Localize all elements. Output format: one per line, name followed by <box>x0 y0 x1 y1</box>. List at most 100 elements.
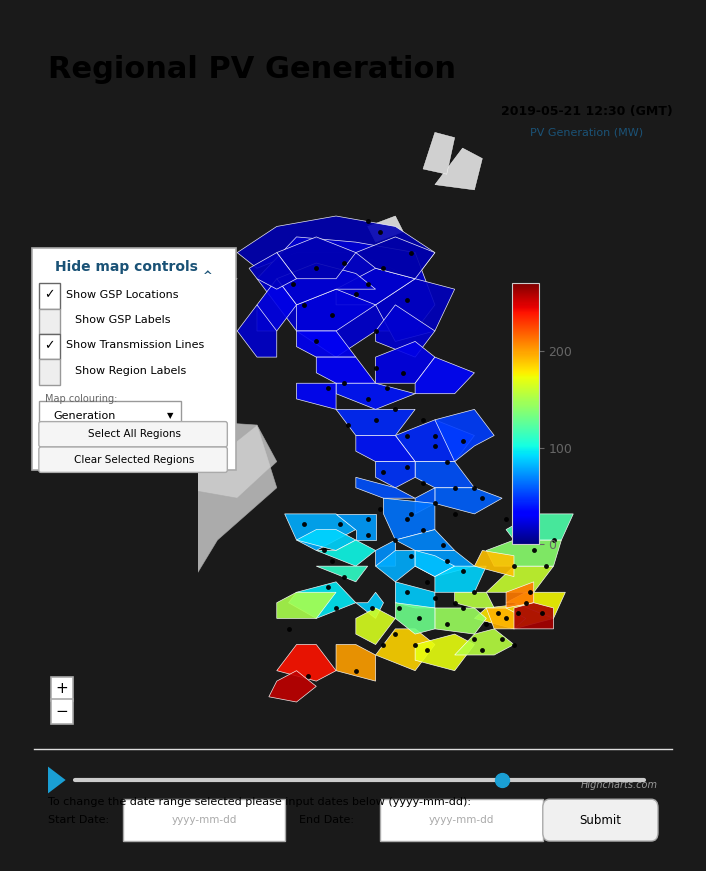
FancyBboxPatch shape <box>39 334 60 360</box>
Polygon shape <box>415 488 435 514</box>
Polygon shape <box>48 766 66 793</box>
Text: To change the date range selected please input dates below (yyyy-mm-dd):: To change the date range selected please… <box>48 797 471 807</box>
Polygon shape <box>316 540 376 566</box>
FancyBboxPatch shape <box>39 447 227 472</box>
Polygon shape <box>249 253 297 289</box>
Polygon shape <box>285 514 356 550</box>
Polygon shape <box>237 305 277 357</box>
Polygon shape <box>415 462 474 488</box>
Text: Show GSP Labels: Show GSP Labels <box>75 315 170 325</box>
FancyBboxPatch shape <box>39 308 60 334</box>
Polygon shape <box>395 420 474 462</box>
Polygon shape <box>336 268 415 305</box>
FancyBboxPatch shape <box>123 800 285 841</box>
Polygon shape <box>435 409 494 462</box>
Text: 2019-05-21 12:30 (GMT): 2019-05-21 12:30 (GMT) <box>501 105 673 118</box>
Polygon shape <box>506 514 573 540</box>
Polygon shape <box>91 420 277 618</box>
Polygon shape <box>297 289 376 331</box>
Polygon shape <box>277 592 336 618</box>
Polygon shape <box>383 498 435 540</box>
Polygon shape <box>336 383 415 409</box>
Polygon shape <box>474 550 514 577</box>
Polygon shape <box>356 592 383 618</box>
Polygon shape <box>269 671 316 702</box>
Text: yyyy-mm-dd: yyyy-mm-dd <box>429 815 494 825</box>
Text: ▼: ▼ <box>167 411 174 421</box>
Text: Submit: Submit <box>580 814 621 827</box>
Polygon shape <box>514 603 554 629</box>
Polygon shape <box>356 237 435 279</box>
Text: +: + <box>55 681 68 696</box>
Polygon shape <box>474 603 554 629</box>
Text: Map colouring:: Map colouring: <box>45 394 118 403</box>
FancyBboxPatch shape <box>380 800 543 841</box>
Polygon shape <box>376 305 435 357</box>
Polygon shape <box>257 237 435 357</box>
Polygon shape <box>435 608 486 634</box>
FancyBboxPatch shape <box>39 283 60 308</box>
Text: Clear Selected Regions: Clear Selected Regions <box>74 455 194 465</box>
Polygon shape <box>376 540 395 566</box>
Polygon shape <box>277 645 336 681</box>
Polygon shape <box>297 530 356 550</box>
Text: Start Date:: Start Date: <box>48 815 109 825</box>
Text: ✓: ✓ <box>44 288 54 301</box>
Polygon shape <box>277 263 376 305</box>
Polygon shape <box>336 514 376 540</box>
Polygon shape <box>376 629 435 671</box>
Polygon shape <box>415 634 474 671</box>
Polygon shape <box>415 550 455 577</box>
Text: Regional PV Generation: Regional PV Generation <box>48 55 456 84</box>
FancyBboxPatch shape <box>39 401 181 433</box>
Polygon shape <box>435 566 486 592</box>
Polygon shape <box>395 582 435 608</box>
Polygon shape <box>297 383 336 409</box>
Polygon shape <box>368 216 403 242</box>
Text: Show GSP Locations: Show GSP Locations <box>66 290 179 300</box>
Polygon shape <box>506 582 534 608</box>
Polygon shape <box>198 268 237 305</box>
Polygon shape <box>316 566 368 582</box>
Polygon shape <box>435 488 502 514</box>
Text: Select All Regions: Select All Regions <box>88 429 181 439</box>
FancyBboxPatch shape <box>543 800 658 841</box>
Polygon shape <box>455 629 514 655</box>
Polygon shape <box>316 357 376 383</box>
Polygon shape <box>423 132 455 174</box>
Polygon shape <box>486 566 554 592</box>
Polygon shape <box>506 592 566 618</box>
Polygon shape <box>336 409 415 436</box>
Polygon shape <box>178 425 277 498</box>
Text: yyyy-mm-dd: yyyy-mm-dd <box>172 815 237 825</box>
FancyBboxPatch shape <box>39 422 227 447</box>
FancyBboxPatch shape <box>39 360 60 385</box>
Polygon shape <box>356 608 395 645</box>
Polygon shape <box>289 582 356 618</box>
Text: Show Transmission Lines: Show Transmission Lines <box>66 341 205 350</box>
Polygon shape <box>455 592 494 608</box>
Text: −: − <box>55 704 68 719</box>
Polygon shape <box>356 477 415 498</box>
Polygon shape <box>435 148 482 190</box>
Text: Highcharts.com: Highcharts.com <box>581 780 658 790</box>
Polygon shape <box>336 645 376 681</box>
Polygon shape <box>376 279 455 341</box>
Polygon shape <box>257 279 297 331</box>
Text: Hide map controls ‸: Hide map controls ‸ <box>55 260 213 274</box>
Polygon shape <box>297 331 356 357</box>
FancyBboxPatch shape <box>32 248 236 470</box>
Polygon shape <box>237 216 435 279</box>
Text: End Date:: End Date: <box>299 815 354 825</box>
Polygon shape <box>376 550 415 582</box>
Polygon shape <box>486 540 561 566</box>
Polygon shape <box>277 237 356 279</box>
Polygon shape <box>415 550 474 577</box>
Polygon shape <box>486 608 526 629</box>
Text: Show Region Labels: Show Region Labels <box>75 366 186 375</box>
Text: Generation: Generation <box>54 411 116 421</box>
Polygon shape <box>376 462 415 488</box>
Polygon shape <box>356 436 415 462</box>
Polygon shape <box>395 530 455 550</box>
Polygon shape <box>395 603 435 634</box>
